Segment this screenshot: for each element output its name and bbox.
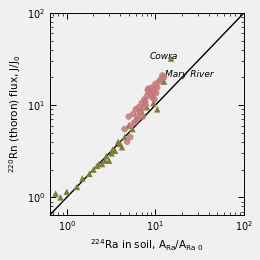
Point bbox=[160, 73, 165, 77]
Point bbox=[162, 80, 166, 84]
Point bbox=[142, 98, 146, 102]
Point bbox=[155, 107, 159, 111]
Point bbox=[107, 159, 111, 163]
Point bbox=[141, 115, 145, 119]
Point bbox=[103, 159, 107, 163]
Point bbox=[153, 98, 157, 102]
Point bbox=[135, 115, 140, 119]
Point bbox=[131, 112, 135, 116]
Point bbox=[151, 96, 155, 100]
Point bbox=[91, 167, 95, 172]
Point bbox=[129, 124, 133, 128]
Point bbox=[65, 190, 69, 194]
Point bbox=[97, 162, 101, 166]
Point bbox=[144, 103, 148, 107]
Point bbox=[157, 80, 161, 84]
Point bbox=[127, 124, 131, 128]
Point bbox=[127, 115, 131, 119]
Point bbox=[58, 195, 63, 199]
Point bbox=[140, 101, 144, 105]
Point bbox=[134, 107, 138, 111]
Point bbox=[145, 105, 149, 109]
Point bbox=[169, 56, 173, 61]
Point bbox=[122, 135, 127, 139]
Point bbox=[151, 88, 155, 92]
Point bbox=[109, 151, 114, 155]
Point bbox=[125, 140, 129, 144]
Y-axis label: $^{220}$Rn (thoron) flux, J/J$_0$: $^{220}$Rn (thoron) flux, J/J$_0$ bbox=[7, 54, 23, 173]
Point bbox=[141, 105, 145, 109]
Point bbox=[130, 127, 134, 131]
Point bbox=[146, 88, 150, 92]
Point bbox=[137, 105, 141, 109]
Point bbox=[122, 127, 127, 131]
Point bbox=[100, 162, 104, 166]
Point bbox=[146, 87, 150, 91]
Point bbox=[113, 149, 117, 153]
Point bbox=[147, 91, 151, 95]
Point bbox=[87, 172, 92, 176]
Point bbox=[134, 117, 138, 121]
Point bbox=[148, 93, 153, 97]
Point bbox=[150, 94, 154, 98]
Point bbox=[128, 135, 132, 139]
Point bbox=[135, 117, 139, 121]
Point bbox=[140, 109, 144, 114]
Point bbox=[143, 99, 147, 103]
Point bbox=[111, 147, 115, 152]
Point bbox=[54, 191, 58, 196]
Point bbox=[80, 177, 84, 181]
Point bbox=[138, 109, 142, 114]
Point bbox=[95, 164, 99, 168]
Text: Cowra: Cowra bbox=[149, 52, 178, 61]
Point bbox=[118, 142, 122, 146]
X-axis label: $^{224}$Ra in soil, A$_{\rm Ra}$/A$_{\rm Ra\ 0}$: $^{224}$Ra in soil, A$_{\rm Ra}$/A$_{\rm… bbox=[90, 237, 204, 253]
Point bbox=[155, 86, 159, 90]
Point bbox=[149, 86, 153, 90]
Point bbox=[162, 75, 166, 79]
Point bbox=[132, 120, 136, 125]
Point bbox=[154, 91, 158, 95]
Point bbox=[139, 109, 143, 114]
Point bbox=[159, 77, 163, 81]
Point bbox=[151, 101, 155, 105]
Point bbox=[116, 140, 120, 144]
Point bbox=[153, 82, 158, 86]
Point bbox=[145, 94, 149, 98]
Text: Mary River: Mary River bbox=[166, 70, 214, 79]
Point bbox=[104, 154, 108, 158]
Point bbox=[120, 145, 124, 149]
Point bbox=[75, 185, 79, 189]
